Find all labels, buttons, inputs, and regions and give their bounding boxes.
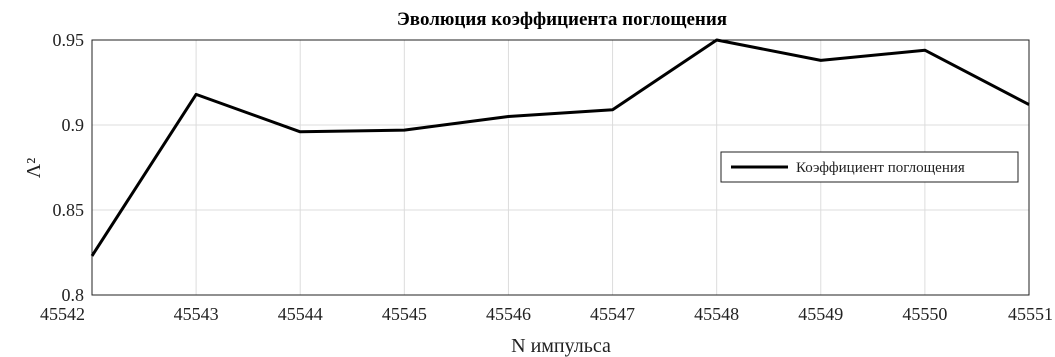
x-tick-label: 45543 xyxy=(174,304,219,324)
y-tick-labels: 0.8 0.85 0.9 0.95 xyxy=(53,30,85,305)
x-tick-label: 45551 xyxy=(1008,304,1053,324)
y-tick-label: 0.95 xyxy=(53,30,85,50)
y-tick-label: 0.85 xyxy=(53,200,85,220)
y-axis-label: Λ² xyxy=(23,158,45,179)
plot-frame xyxy=(91,39,1030,296)
x-tick-label: 45548 xyxy=(694,304,739,324)
x-tick-labels: 45542 45543 45544 45545 45546 45547 45548 45549… xyxy=(40,304,1053,324)
series-line xyxy=(90,38,1030,257)
x-tick-label: 45545 xyxy=(382,304,427,324)
legend: Коэффициент поглощения xyxy=(720,151,1019,183)
chart-title: Эволюция коэффициента поглощения xyxy=(397,9,727,30)
x-tick-label: 45544 xyxy=(278,304,323,324)
x-tick-label: 45550 xyxy=(902,304,947,324)
x-tick-label: 45549 xyxy=(798,304,843,324)
x-tick-label: 45547 xyxy=(590,304,635,324)
x-axis-label: N импульса xyxy=(511,335,611,357)
y-tick-label: 0.9 xyxy=(62,115,85,135)
legend-label: Коэффициент поглощения xyxy=(796,160,965,176)
x-tick-label: 45542 xyxy=(40,304,85,324)
x-tick-label: 45546 xyxy=(486,304,531,324)
y-tick-label: 0.8 xyxy=(62,285,85,305)
